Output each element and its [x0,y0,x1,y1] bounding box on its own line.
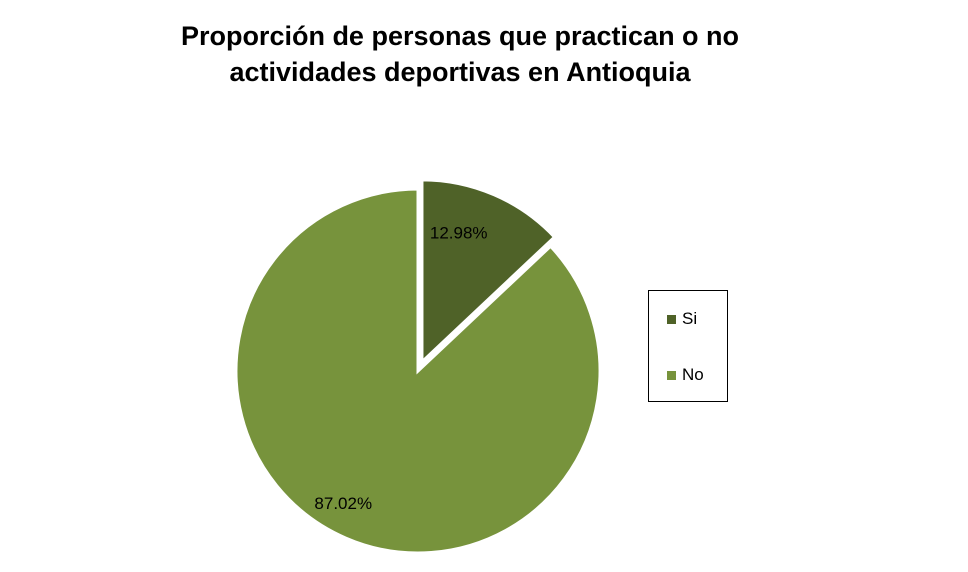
pie-slice-si [420,178,557,366]
data-label-no: 87.02% [314,494,372,513]
legend-swatch-si [667,314,676,324]
data-label-si: 12.98% [430,224,488,243]
legend-label-si: Si [682,309,698,328]
pie-slice-no [234,187,602,555]
legend-item-si: Si [667,308,697,330]
chart-title-line-2: actividades deportivas en Antioquia [229,57,691,87]
chart-title: Proporción de personas que practican o n… [60,18,860,90]
legend: Si No [648,290,728,402]
chart-title-line-1: Proporción de personas que practican o n… [180,21,740,51]
legend-item-no: No [667,364,704,386]
legend-label-no: No [682,365,704,384]
legend-swatch-no [667,370,676,380]
